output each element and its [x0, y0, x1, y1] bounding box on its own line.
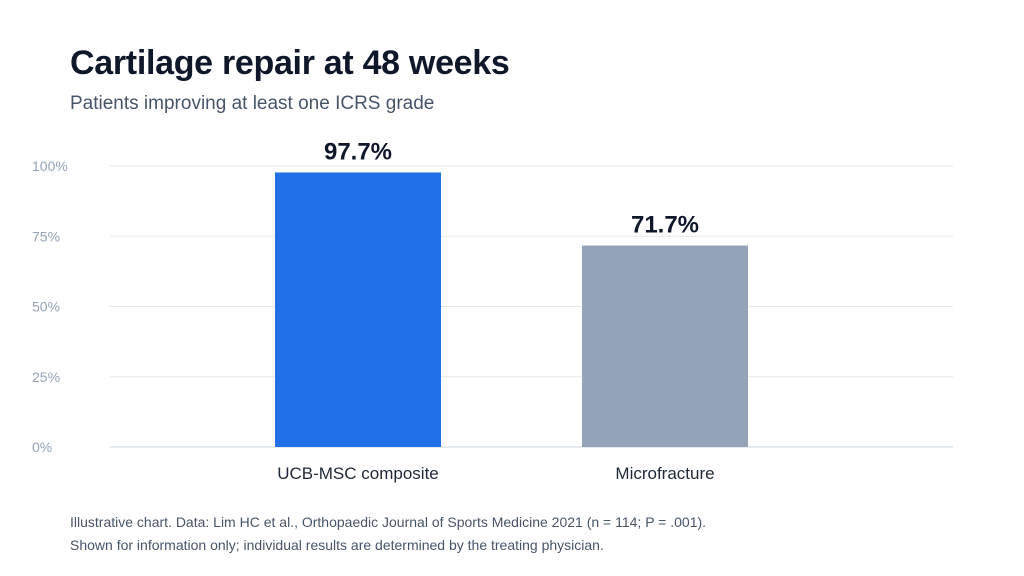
y-tick-label: 25%	[32, 369, 60, 385]
y-tick-label: 50%	[32, 299, 60, 315]
chart-subtitle: Patients improving at least one ICRS gra…	[70, 93, 435, 114]
footnote-source: Illustrative chart. Data: Lim HC et al.,…	[70, 514, 707, 530]
x-tick-label: Microfracture	[615, 464, 714, 483]
bar	[582, 245, 748, 447]
footnote-disclaimer: Shown for information only; individual r…	[70, 537, 604, 553]
x-tick-label: UCB-MSC composite	[277, 464, 439, 483]
y-tick-label: 75%	[32, 228, 60, 244]
bar	[275, 172, 441, 447]
y-tick-label: 100%	[32, 158, 68, 174]
y-tick-label: 0%	[32, 439, 52, 455]
data-label: 71.7%	[631, 212, 699, 239]
chart-title: Cartilage repair at 48 weeks	[70, 44, 510, 82]
data-label: 97.7%	[324, 138, 392, 165]
